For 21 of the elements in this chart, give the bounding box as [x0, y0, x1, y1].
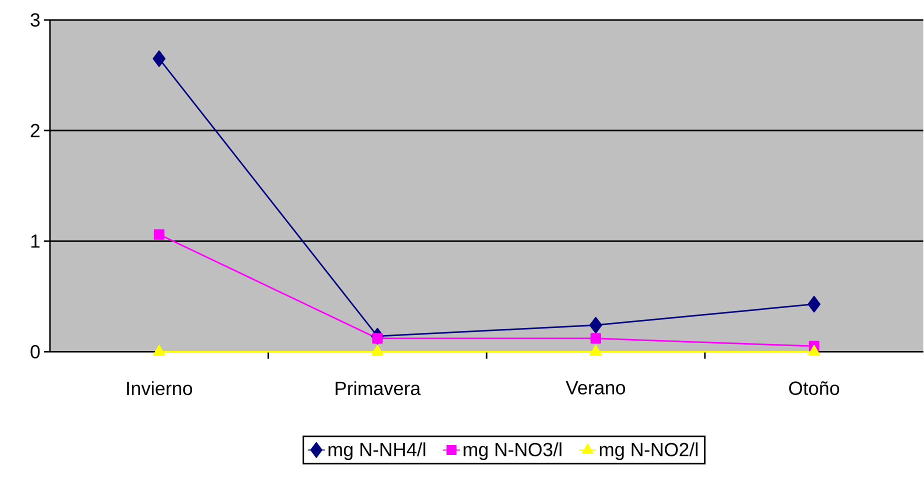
- point: [153, 345, 166, 356]
- x-tick-label: Primavera: [336, 381, 421, 396]
- point: [152, 50, 166, 68]
- x-tick-label: Otoño: [789, 381, 840, 396]
- legend-label: mg N-NH4/l: [328, 442, 426, 460]
- y-tick-label: 3: [30, 13, 40, 27]
- point: [808, 345, 820, 356]
- x-tick-label: Verano: [566, 381, 626, 395]
- point: [154, 229, 164, 240]
- point: [590, 333, 602, 344]
- legend-label: mg N-NO3/l: [464, 442, 562, 460]
- y-tick-label: 0: [30, 345, 40, 359]
- x-tick-label: Invierno: [127, 381, 192, 396]
- legend-label: mg N-NO2/l: [600, 442, 698, 460]
- point: [372, 333, 383, 344]
- y-tick-label: 2: [30, 124, 40, 138]
- point: [590, 345, 602, 356]
- point: [808, 296, 820, 313]
- point: [589, 317, 602, 334]
- y-tick-label: 1: [31, 234, 40, 248]
- point: [372, 345, 384, 356]
